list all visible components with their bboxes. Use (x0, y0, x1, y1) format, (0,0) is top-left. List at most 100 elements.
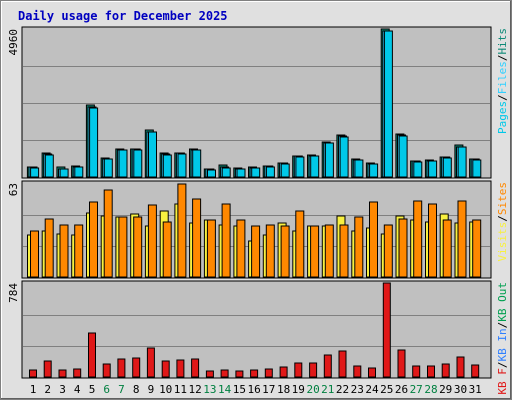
bar-pages-day-1 (30, 167, 40, 178)
bar-kb-f-day-23 (353, 365, 362, 378)
bar-sites-day-25 (383, 224, 393, 278)
bar-sites-day-28 (428, 203, 437, 278)
legend-entry: / (496, 362, 509, 369)
x-tick-label: 18 (277, 383, 290, 396)
bar-sites-day-26 (398, 218, 408, 278)
legend-entry: Pages (496, 101, 509, 134)
x-tick-label: 31 (469, 383, 482, 396)
chart-title: Daily usage for December 2025 (18, 9, 228, 23)
bar-sites-day-24 (369, 201, 378, 278)
bar-kb-f-day-15 (235, 370, 244, 378)
bar-pages-day-5 (89, 107, 99, 178)
bar-kb-f-day-6 (102, 363, 111, 378)
legend-entry: KB F (496, 368, 509, 395)
legend-entry: / (496, 94, 509, 101)
bar-sites-day-27 (413, 200, 423, 278)
bar-pages-day-25 (383, 30, 393, 178)
bar-kb-f-day-28 (427, 365, 435, 378)
bar-sites-day-9 (147, 204, 157, 278)
legend-entry: KB Out (496, 282, 509, 322)
bar-pages-day-10 (162, 154, 172, 178)
bar-sites-day-2 (44, 218, 54, 278)
legend-visits_sites: Visits/Sites (496, 182, 509, 262)
bar-kb-f-day-13 (205, 370, 214, 378)
x-tick-label: 6 (103, 383, 110, 396)
bar-pages-day-2 (44, 154, 54, 178)
x-tick-label: 11 (174, 383, 187, 396)
bar-pages-day-31 (472, 159, 482, 178)
x-tick-label: 24 (365, 383, 379, 396)
bar-sites-day-30 (457, 200, 467, 278)
legend-entry: Visits (496, 222, 509, 262)
bar-sites-day-16 (251, 225, 261, 278)
bar-kb-f-day-12 (191, 358, 200, 378)
bar-kb-f-day-3 (58, 369, 67, 378)
x-tick-label: 17 (262, 383, 275, 396)
x-tick-label: 12 (188, 383, 201, 396)
x-tick-label: 19 (292, 383, 305, 396)
bar-pages-day-6 (103, 158, 113, 178)
bar-sites-day-31 (472, 219, 482, 278)
bar-sites-day-12 (192, 198, 202, 278)
x-tick-label: 29 (439, 383, 452, 396)
bar-sites-day-20 (310, 225, 320, 278)
bar-sites-day-22 (339, 224, 349, 278)
bar-sites-day-18 (280, 225, 290, 278)
x-tick-label: 10 (159, 383, 172, 396)
bar-kb-f-day-9 (146, 347, 155, 378)
x-tick-label: 30 (454, 383, 467, 396)
y-max-label: 63 (7, 183, 20, 196)
x-tick-label: 26 (395, 383, 408, 396)
bars-layer (26, 28, 482, 378)
bar-kb-f-day-22 (338, 350, 347, 378)
bar-pages-day-17 (265, 166, 275, 178)
x-tick-label: 27 (410, 383, 423, 396)
panel-kbytes-background (21, 280, 492, 379)
x-tick-label: 13 (203, 383, 216, 396)
bar-kb-f-day-25 (382, 282, 391, 378)
bar-pages-day-9 (148, 131, 157, 178)
legend-entry: / (496, 322, 509, 329)
bar-pages-day-18 (280, 163, 290, 178)
legend-entry: / (496, 215, 509, 222)
legend-entry: KB In (496, 328, 509, 361)
x-tick-label: 16 (247, 383, 260, 396)
panel-hits-background (21, 26, 492, 179)
bar-kb-f-day-8 (132, 357, 141, 378)
bar-kb-f-day-2 (43, 360, 52, 378)
bar-pages-day-26 (398, 135, 408, 178)
x-tick-label: 15 (233, 383, 246, 396)
bar-pages-day-28 (428, 160, 438, 178)
bar-pages-day-21 (324, 142, 334, 178)
bar-sites-day-23 (354, 216, 364, 278)
legend-entry: Files (496, 61, 509, 94)
bar-pages-day-7 (118, 149, 128, 178)
bar-sites-day-13 (206, 219, 216, 278)
bar-sites-day-10 (162, 221, 172, 278)
bar-kb-f-day-10 (161, 360, 170, 378)
bar-kb-f-day-14 (220, 369, 229, 378)
bar-kb-f-day-16 (250, 369, 259, 378)
legend-entry: / (496, 55, 509, 62)
x-tick-label: 8 (133, 383, 140, 396)
x-tick-label: 20 (306, 383, 319, 396)
x-tick-label: 25 (380, 383, 393, 396)
bar-pages-day-30 (457, 146, 467, 178)
bar-pages-day-11 (177, 153, 187, 178)
bar-pages-day-12 (192, 149, 202, 178)
legend-entry: Hits (496, 28, 509, 55)
x-tick-label: 14 (218, 383, 232, 396)
bar-pages-day-8 (133, 149, 143, 178)
bar-pages-day-3 (59, 168, 69, 178)
bar-kb-f-day-11 (176, 359, 185, 378)
bar-sites-day-6 (103, 189, 113, 278)
y-max-label: 784 (7, 283, 20, 303)
x-tick-label: 28 (424, 383, 437, 396)
bar-pages-day-16 (251, 167, 261, 178)
bar-sites-day-5 (89, 201, 98, 278)
bar-sites-day-7 (118, 216, 128, 278)
bar-pages-day-24 (369, 163, 379, 178)
bar-kb-f-day-31 (471, 364, 480, 378)
x-tick-label: 5 (89, 383, 96, 396)
x-tick-label: 1 (30, 383, 37, 396)
